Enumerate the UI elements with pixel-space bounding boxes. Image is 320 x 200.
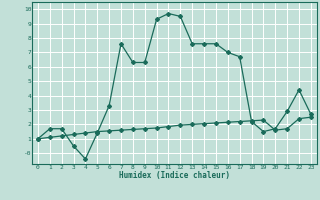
X-axis label: Humidex (Indice chaleur): Humidex (Indice chaleur): [119, 171, 230, 180]
